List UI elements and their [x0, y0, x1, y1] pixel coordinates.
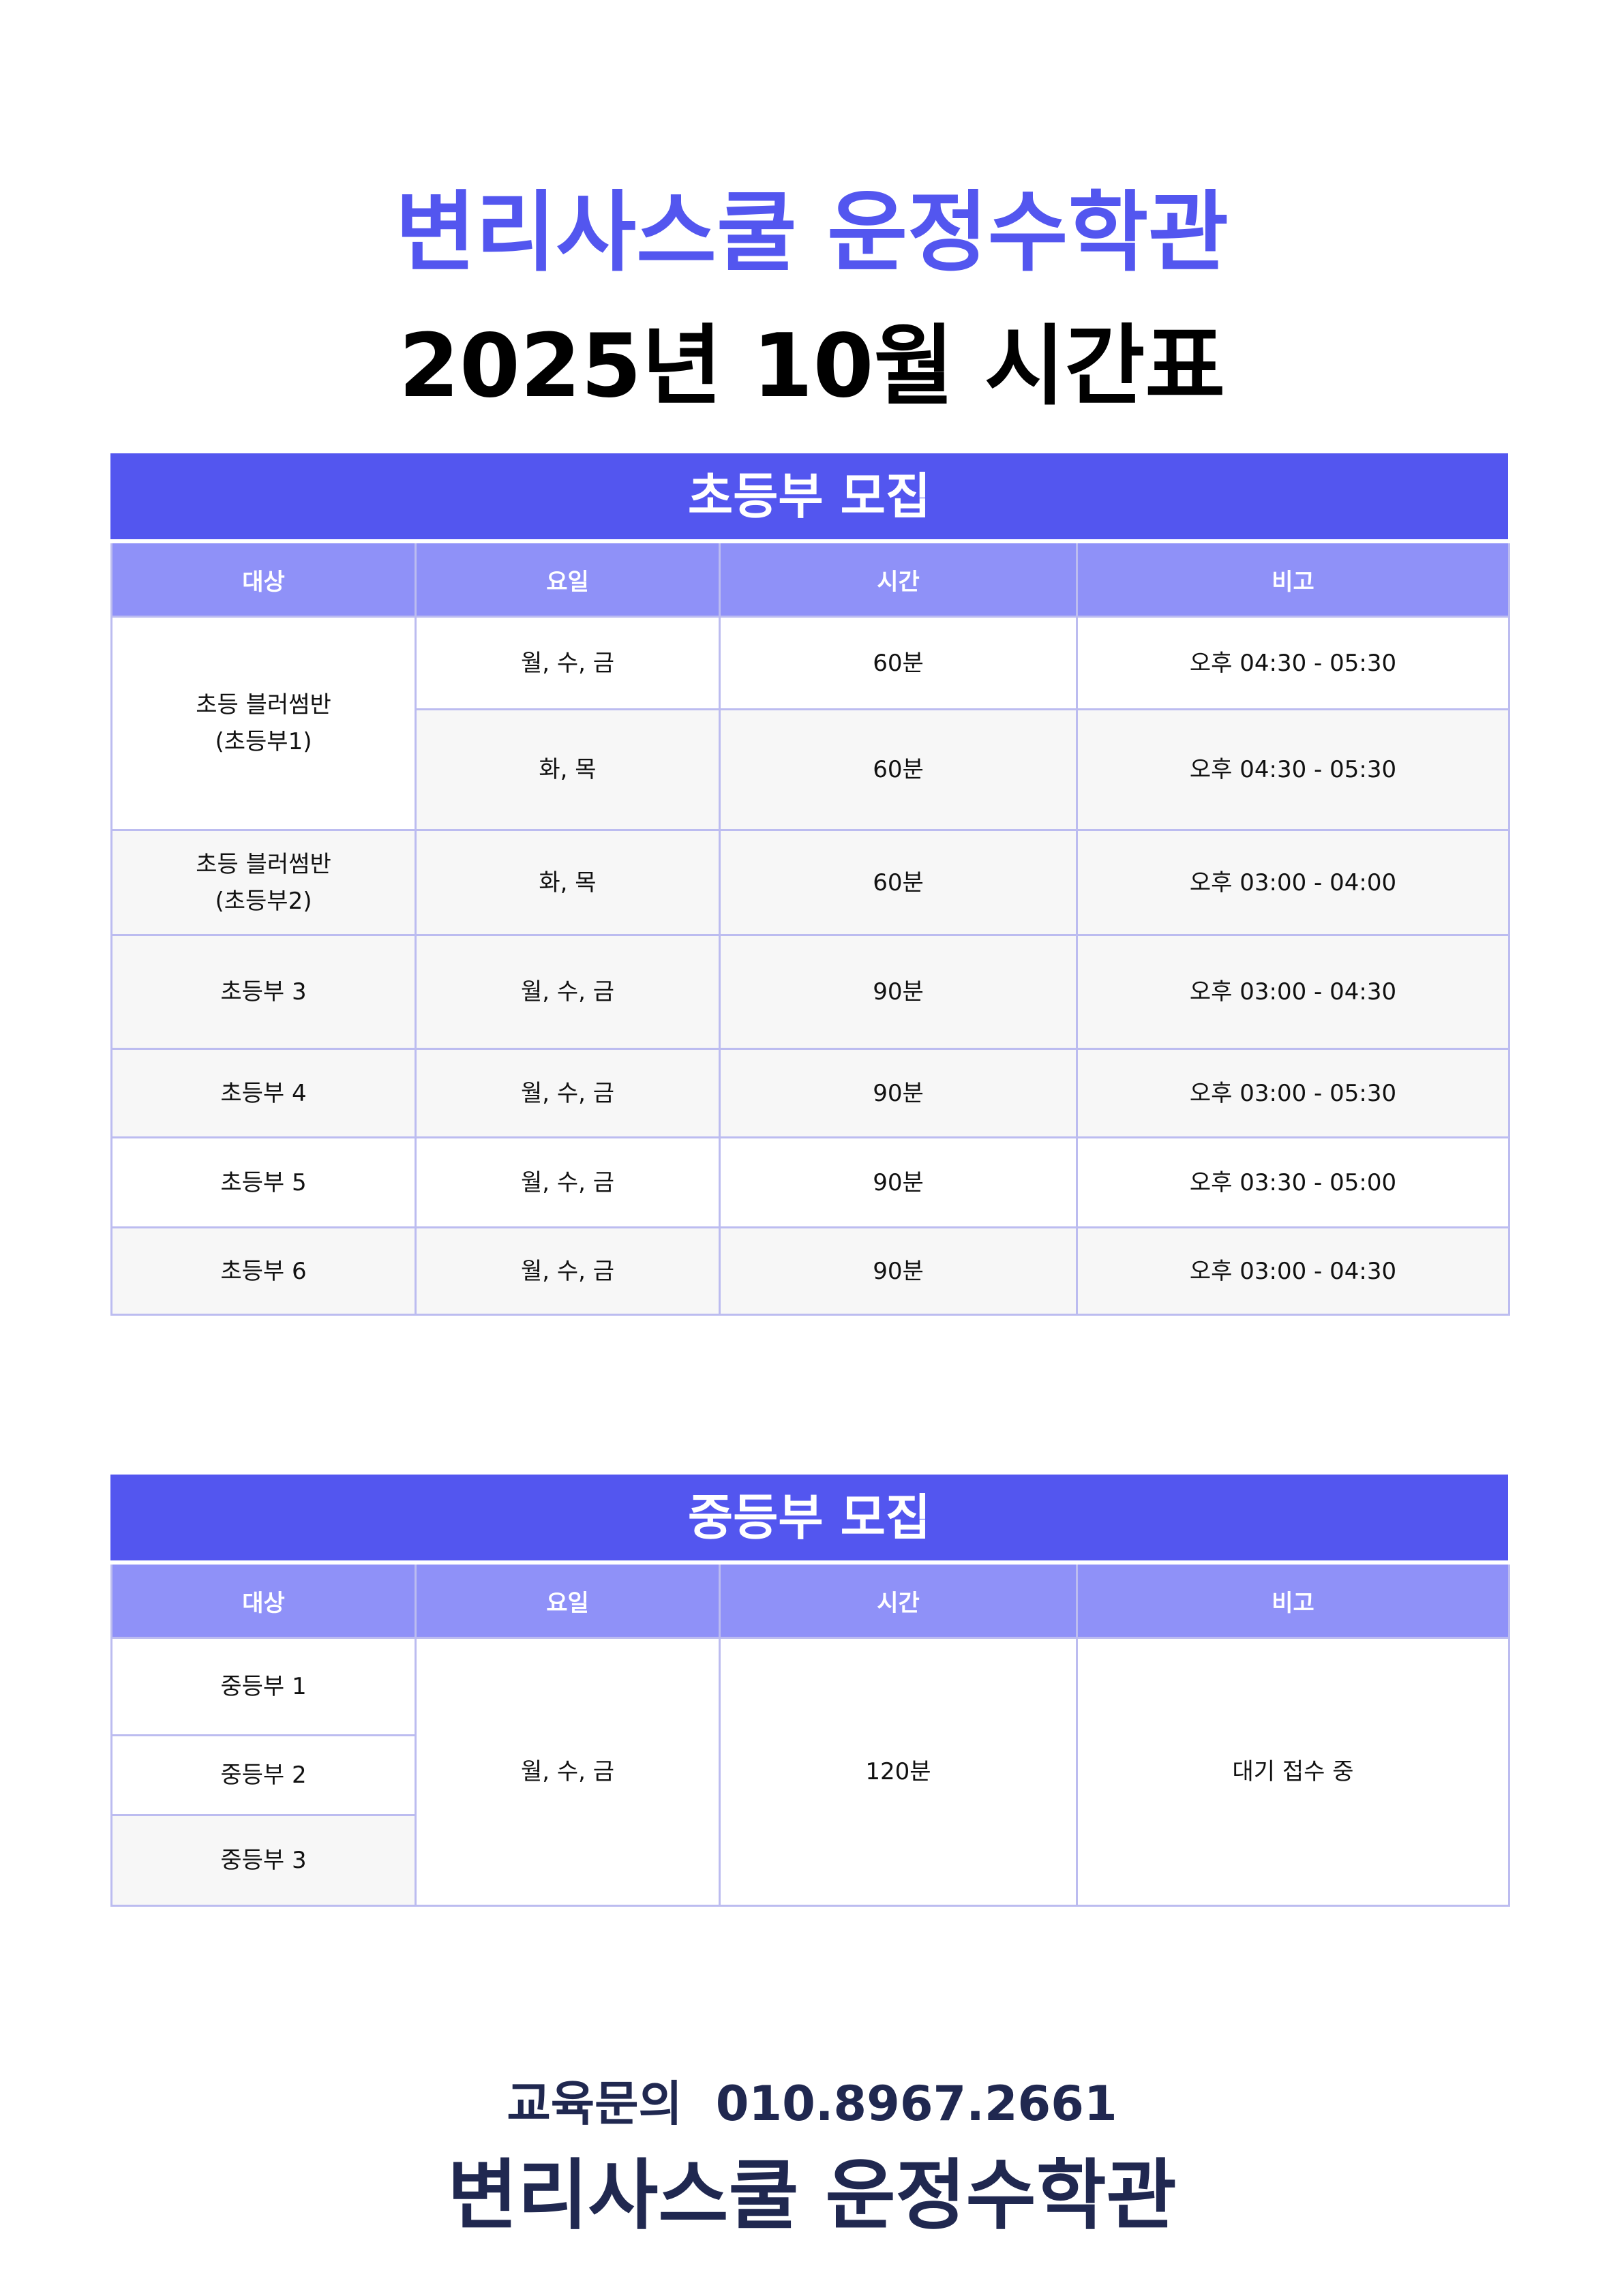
cell-target: 중등부 2: [110, 1734, 417, 1816]
middle-section: 중등부 모집 대상 요일 시간 비고 중등부 1 월, 수, 금 120분 대기…: [110, 1475, 1510, 1907]
cell-note: 오후 03:30 - 05:00: [1076, 1136, 1510, 1228]
middle-heading: 중등부 모집: [110, 1475, 1508, 1560]
cell-target: 중등부 3: [110, 1814, 417, 1907]
contact-phone: 010.8967.2661: [715, 2076, 1117, 2132]
table-row: 초등부 4 월, 수, 금 90분 오후 03:00 - 05:30: [110, 1048, 1510, 1138]
col-header-day: 요일: [415, 543, 721, 618]
table-row: 초등 블러썸반 (초등부2) 화, 목 60분 오후 03:00 - 04:00: [110, 829, 1510, 936]
col-header-target: 대상: [110, 543, 417, 618]
schedule-title: 2025년 10월 시간표: [398, 316, 1226, 417]
cell-note: 오후 04:30 - 05:30: [1076, 616, 1510, 710]
contact-label: 교육문의: [507, 2076, 682, 2132]
cell-time: 90분: [719, 934, 1078, 1050]
cell-time: 90분: [719, 1048, 1078, 1138]
table-row: 중등부 1 월, 수, 금 120분 대기 접수 중: [110, 1637, 1510, 1907]
elementary-section: 초등부 모집 대상 요일 시간 비고 초등 블러썸반 (초등부1) 월, 수, …: [110, 453, 1510, 1316]
col-header-target: 대상: [110, 1565, 417, 1639]
cell-day: 월, 수, 금: [415, 1048, 721, 1138]
cell-note: 오후 03:00 - 04:00: [1076, 829, 1510, 936]
elementary-heading: 초등부 모집: [110, 453, 1508, 539]
cell-day: 월, 수, 금: [415, 616, 721, 710]
table-row: 중등부 3: [110, 1814, 1509, 1907]
middle-table: 대상 요일 시간 비고 중등부 1 월, 수, 금 120분 대기 접수 중 중…: [110, 1565, 1510, 1907]
table-row: 중등부 2: [110, 1734, 1509, 1816]
cell-target: 초등부 4: [110, 1048, 417, 1138]
cell-day: 월, 수, 금: [415, 1637, 721, 1907]
table-row: 화, 목 60분 오후 04:30 - 05:30: [112, 708, 1510, 831]
table-row: 초등부 6 월, 수, 금 90분 오후 03:00 - 04:30: [110, 1226, 1510, 1316]
cell-day: 화, 목: [415, 829, 721, 936]
elementary-table: 대상 요일 시간 비고 초등 블러썸반 (초등부1) 월, 수, 금 60분 오…: [110, 543, 1510, 1316]
cell-day: 월, 수, 금: [415, 1136, 721, 1228]
cell-note: 대기 접수 중: [1076, 1637, 1510, 1907]
cell-note: 오후 04:30 - 05:30: [1076, 708, 1510, 831]
cell-day: 월, 수, 금: [415, 1226, 721, 1316]
cell-target: 초등 블러썸반 (초등부2): [110, 829, 417, 936]
table-row: 초등부 5 월, 수, 금 90분 오후 03:30 - 05:00: [110, 1136, 1510, 1228]
cell-time: 90분: [719, 1226, 1078, 1316]
academy-title: 변리사스쿨 운정수학관: [395, 182, 1229, 284]
cell-target: 초등 블러썸반 (초등부1): [110, 616, 417, 831]
cell-time: 90분: [719, 1136, 1078, 1228]
cell-day: 월, 수, 금: [415, 934, 721, 1050]
cell-target: 초등부 3: [110, 934, 417, 1050]
table-row: 초등 블러썸반 (초등부1) 월, 수, 금 60분 오후 04:30 - 05…: [110, 616, 1510, 831]
cell-target: 중등부 1: [110, 1637, 417, 1736]
cell-time: 120분: [719, 1637, 1078, 1907]
cell-time: 60분: [719, 829, 1078, 936]
col-header-note: 비고: [1076, 1565, 1510, 1639]
cell-note: 오후 03:00 - 05:30: [1076, 1048, 1510, 1138]
footer-academy-name: 변리사스쿨 운정수학관: [447, 2151, 1177, 2240]
col-header-time: 시간: [719, 543, 1078, 618]
cell-note: 오후 03:00 - 04:30: [1076, 934, 1510, 1050]
cell-target: 초등부 5: [110, 1136, 417, 1228]
col-header-note: 비고: [1076, 543, 1510, 618]
cell-time: 60분: [719, 616, 1078, 710]
cell-day: 화, 목: [415, 708, 721, 831]
col-header-time: 시간: [719, 1565, 1078, 1639]
cell-target: 초등부 6: [110, 1226, 417, 1316]
cell-note: 오후 03:00 - 04:30: [1076, 1226, 1510, 1316]
col-header-day: 요일: [415, 1565, 721, 1639]
table-row: 초등부 3 월, 수, 금 90분 오후 03:00 - 04:30: [110, 934, 1510, 1050]
contact-line: 교육문의 010.8967.2661: [0, 2066, 1624, 2134]
cell-time: 60분: [719, 708, 1078, 831]
